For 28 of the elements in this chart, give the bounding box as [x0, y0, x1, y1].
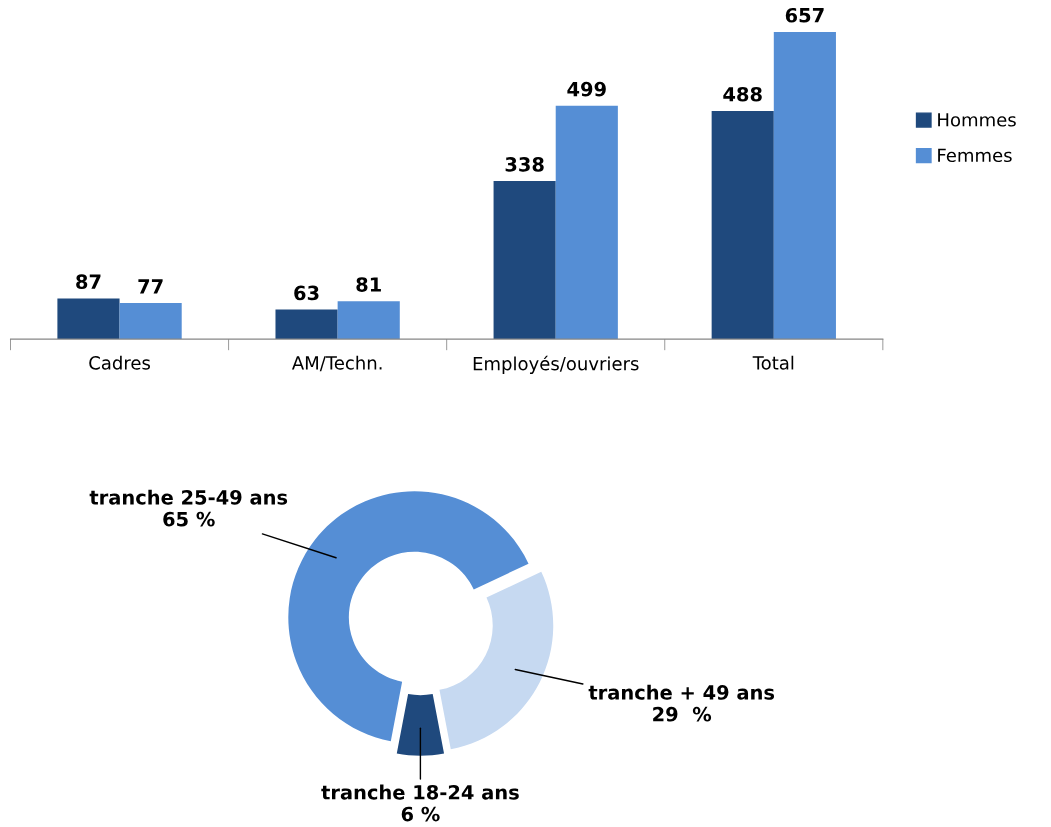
- x-tick-label: Employés/ouvriers: [473, 355, 639, 374]
- data-label: 81: [356, 277, 381, 292]
- slice-label: tranche 18-24 ans: [321, 784, 519, 800]
- data-label: 6 %: [401, 806, 440, 822]
- bar: [337, 301, 400, 340]
- slice-label: tranche 25-49 ans: [89, 489, 288, 505]
- x-tick-label: AM/Techn.: [291, 355, 382, 372]
- bar: [555, 105, 618, 340]
- bar: [57, 298, 120, 340]
- bar: [711, 110, 774, 340]
- data-label: 657: [785, 7, 824, 23]
- legend-label: Hommes: [938, 113, 1016, 127]
- bar: [275, 309, 338, 340]
- x-tick-label: Cadres: [89, 355, 150, 370]
- data-label: 29 %: [653, 706, 712, 722]
- legend-label: Femmes: [938, 148, 1012, 163]
- data-label: 488: [723, 86, 762, 102]
- data-label: 338: [505, 157, 544, 172]
- bar: [119, 303, 182, 340]
- slice-label: tranche + 49 ans: [588, 684, 775, 700]
- bar: [493, 181, 556, 340]
- data-label: 499: [567, 81, 606, 97]
- data-label: 65 %: [163, 511, 215, 527]
- data-label: 87: [76, 274, 101, 290]
- x-tick-label: Total: [752, 355, 794, 370]
- data-label: 63: [294, 285, 319, 301]
- data-label: 77: [138, 279, 163, 294]
- bar: [773, 31, 836, 340]
